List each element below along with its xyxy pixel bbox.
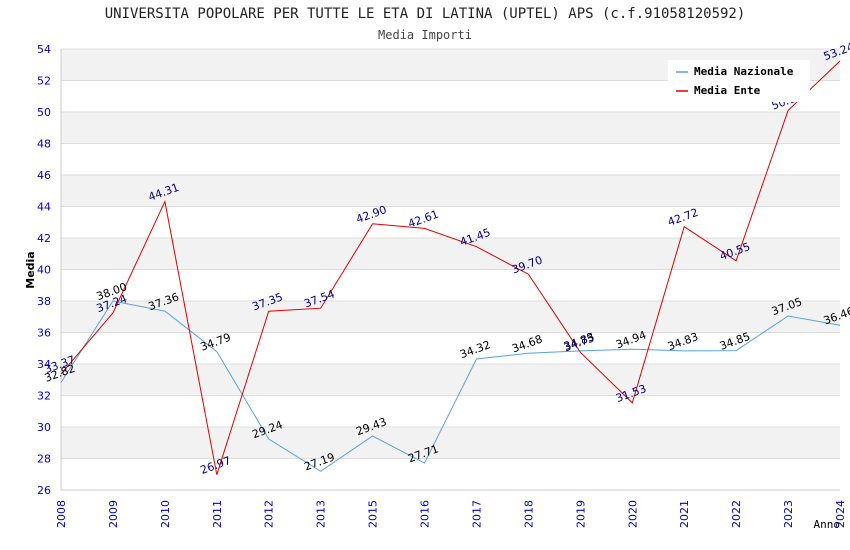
chart-title: UNIVERSITA POPOLARE PER TUTTE LE ETA DI … bbox=[104, 6, 746, 22]
x-tick-label: 2011 bbox=[211, 500, 224, 528]
legend-label-ente: Media Ente bbox=[694, 84, 761, 97]
legend: Media Nazionale Media Ente bbox=[668, 60, 810, 102]
x-tick-label: 2017 bbox=[470, 500, 483, 528]
plot-band bbox=[61, 175, 840, 207]
x-tick-label: 2019 bbox=[574, 500, 587, 528]
plot-band bbox=[61, 427, 840, 459]
y-tick-label: 40 bbox=[37, 264, 51, 277]
plot-band bbox=[61, 112, 840, 144]
legend-box bbox=[668, 60, 810, 102]
x-tick-label: 2020 bbox=[626, 500, 639, 528]
x-axis-label: Anno bbox=[814, 518, 841, 531]
x-tick-label: 2009 bbox=[107, 500, 120, 528]
x-tick-label: 2010 bbox=[159, 500, 172, 528]
y-tick-label: 30 bbox=[37, 421, 51, 434]
x-tick-label: 2008 bbox=[55, 500, 68, 528]
x-tick-label: 2018 bbox=[522, 500, 535, 528]
x-tick-label: 2022 bbox=[730, 500, 743, 528]
y-tick-label: 46 bbox=[37, 169, 51, 182]
x-tick-label: 2013 bbox=[315, 500, 328, 528]
series-line-media-nazionale bbox=[60, 300, 841, 472]
x-tick-label: 2021 bbox=[678, 500, 691, 528]
series-line-media-ente bbox=[60, 60, 841, 475]
y-tick-label: 32 bbox=[37, 390, 51, 403]
x-tick-label: 2016 bbox=[419, 500, 432, 528]
y-axis-label: Media bbox=[24, 251, 37, 288]
y-tick-label: 50 bbox=[37, 106, 51, 119]
y-tick-label: 36 bbox=[37, 327, 51, 340]
plot-band bbox=[61, 206, 840, 238]
plot-band bbox=[61, 269, 840, 301]
series-lines bbox=[60, 60, 841, 475]
x-tick-label: 2012 bbox=[263, 500, 276, 528]
y-tick-label: 38 bbox=[37, 295, 51, 308]
axes bbox=[60, 49, 840, 491]
plot-bands bbox=[61, 49, 840, 490]
x-tick-label: 2023 bbox=[782, 500, 795, 528]
y-tick-label: 34 bbox=[37, 358, 51, 371]
plot-band bbox=[61, 143, 840, 175]
x-tick-labels: 2008 2009 2010 2011 2012 2013 2015 2016 2017 2018… bbox=[55, 500, 847, 528]
y-tick-label: 52 bbox=[37, 75, 51, 88]
plot-band bbox=[61, 364, 840, 396]
y-tick-label: 26 bbox=[37, 484, 51, 497]
y-tick-labels: 26 28 30 32 34 36 38 40 42 44 46 48 50 52 54 bbox=[37, 43, 51, 497]
plot-band bbox=[61, 458, 840, 490]
legend-label-nazionale: Media Nazionale bbox=[694, 65, 794, 78]
chart-subtitle: Media Importi bbox=[378, 28, 472, 42]
y-tick-label: 54 bbox=[37, 43, 51, 56]
plot-band bbox=[61, 301, 840, 333]
y-tick-label: 42 bbox=[37, 232, 51, 245]
y-tick-label: 48 bbox=[37, 138, 51, 151]
x-tick-label: 2024 bbox=[834, 500, 847, 528]
x-tick-label: 2015 bbox=[367, 500, 380, 528]
y-tick-label: 44 bbox=[37, 201, 51, 214]
y-tick-label: 28 bbox=[37, 453, 51, 466]
